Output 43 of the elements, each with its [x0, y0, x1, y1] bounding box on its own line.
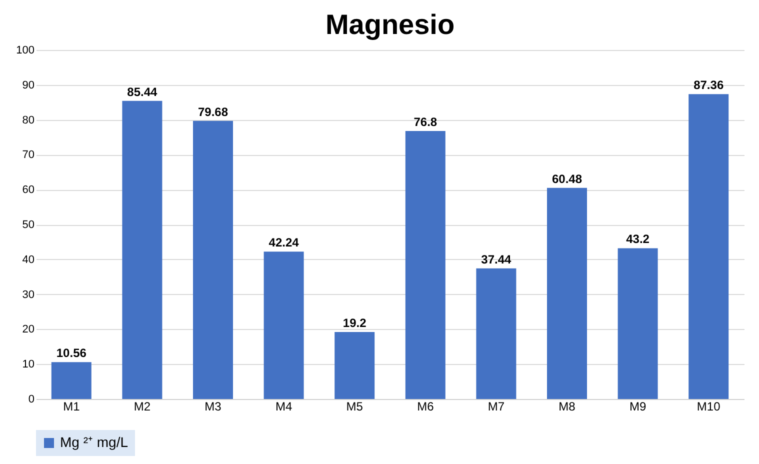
x-tick-label: M6	[417, 400, 434, 414]
chart-title: Magnesio	[325, 9, 455, 40]
x-tick-label: M8	[558, 400, 576, 414]
y-tick-label: 30	[22, 288, 34, 301]
bar	[193, 120, 233, 399]
y-tick-label: 80	[22, 114, 34, 126]
x-tick-label: M1	[63, 400, 80, 414]
data-label: 10.56	[56, 346, 87, 360]
bar	[51, 362, 92, 399]
x-tick-label: M9	[629, 400, 646, 414]
bar	[688, 94, 729, 399]
bar	[476, 268, 516, 399]
y-tick-label: 10	[22, 358, 34, 371]
data-label: 60.48	[552, 172, 582, 186]
y-tick-label: 40	[22, 254, 34, 266]
data-label: 19.2	[342, 316, 367, 330]
y-tick-label: 100	[16, 44, 34, 56]
x-tick-label: M10	[696, 400, 721, 414]
data-label: 42.24	[268, 236, 300, 250]
y-tick-label: 20	[22, 324, 34, 336]
data-label: 76.8	[414, 114, 438, 129]
legend-label: Mg ²⁺ mg/L	[60, 434, 128, 450]
x-tick-label: M5	[346, 400, 364, 414]
x-tick-label: M3	[204, 400, 222, 414]
bar	[618, 248, 658, 399]
bar	[264, 252, 304, 399]
y-tick-label: 0	[28, 394, 34, 406]
data-label: 37.44	[481, 252, 512, 266]
data-label: 43.2	[626, 232, 650, 246]
bar	[122, 100, 162, 399]
x-tick-label: M4	[275, 400, 292, 414]
data-label: 87.36	[694, 78, 724, 92]
bar	[405, 130, 446, 399]
y-tick-label: 50	[22, 219, 34, 231]
x-tick-label: M7	[488, 400, 505, 414]
bar	[547, 188, 587, 399]
y-tick-label: 90	[22, 79, 34, 92]
data-label: 85.44	[127, 84, 158, 99]
y-tick-label: 60	[22, 184, 34, 196]
x-tick-label: M2	[134, 400, 151, 414]
bar	[334, 332, 375, 399]
y-tick-label: 70	[22, 149, 34, 162]
data-label: 79.68	[198, 104, 228, 119]
